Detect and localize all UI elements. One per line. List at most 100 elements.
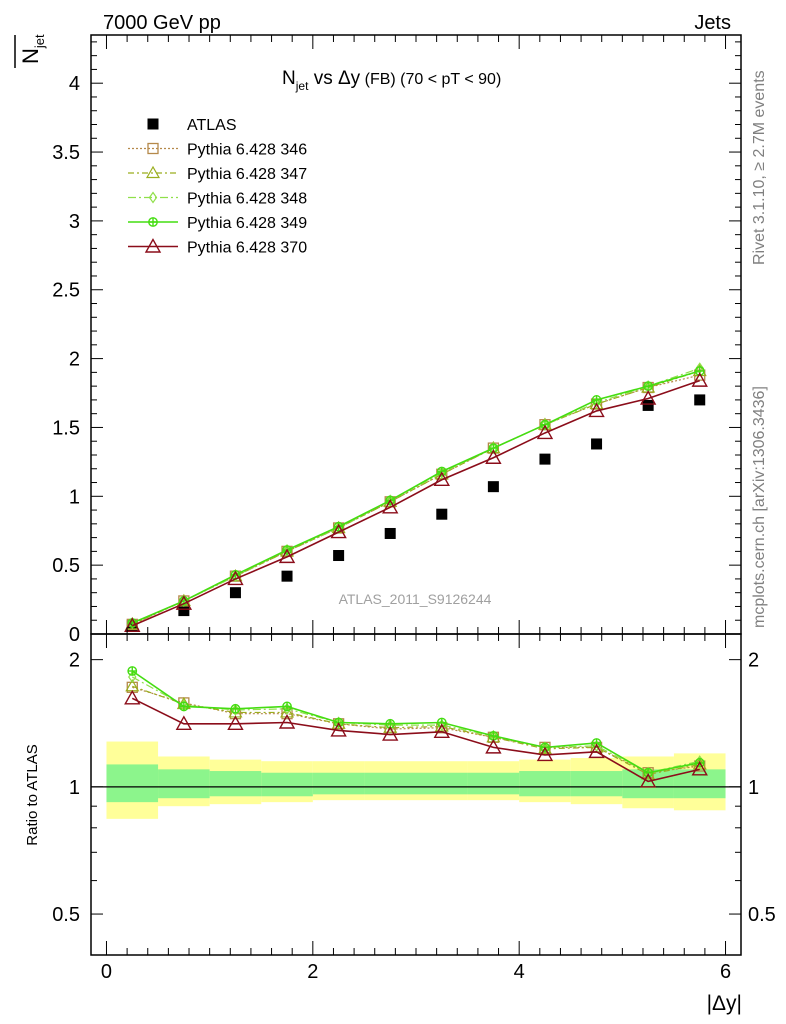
main-point-p370 — [485, 449, 502, 464]
ratio-point-p370 — [588, 743, 605, 759]
main-point-data — [384, 527, 396, 539]
ratio-band-inner — [106, 764, 159, 803]
ratio-point-p370 — [639, 772, 657, 788]
ratio-series-line-p348 — [131, 676, 700, 774]
main-ytick-label: 3.5 — [52, 142, 80, 164]
ratio-ytick-label: 1 — [69, 777, 80, 799]
svg-text:Njet: Njet — [18, 34, 47, 64]
main-series-line-p347 — [132, 370, 700, 625]
x-axis-label: |Δy| — [707, 992, 742, 1015]
legend-marker-p370 — [144, 238, 162, 253]
main-ytick-label: 3 — [69, 211, 80, 233]
main-series-line-p348 — [132, 367, 700, 624]
ratio-point-p370 — [485, 738, 502, 754]
main-ytick-label: 2.5 — [52, 280, 80, 302]
main-title-rest: vs Δy — [308, 68, 360, 89]
main-series-line-p349 — [131, 370, 700, 624]
main-ylabel-sub: jet — [32, 34, 47, 49]
x-tick-label: 2 — [307, 961, 318, 983]
legend-marker-p347 — [145, 165, 161, 179]
ratio-band-inner — [209, 771, 262, 797]
ratio-point-p370 — [382, 726, 399, 741]
main-title-cut: (70 < pT < 90) — [396, 71, 502, 88]
rivet-label: Rivet 3.1.10, ≥ 2.7M events — [751, 70, 768, 265]
ratio-point-p348 — [540, 741, 550, 754]
main-point-p370 — [536, 424, 554, 440]
main-ylabel-main: N — [18, 48, 43, 64]
ratio-band-inner — [467, 772, 520, 795]
main-ytick-label: 2 — [69, 349, 80, 371]
ratio-ylabel: Ratio to ATLAS — [24, 744, 41, 845]
ratio-series-line-p349 — [131, 670, 700, 774]
ratio-point-p370 — [124, 689, 141, 705]
x-tick-label: 6 — [720, 961, 731, 983]
main-ytick-label: 1.5 — [52, 417, 80, 439]
ratio-ytick-label: 2 — [69, 650, 80, 672]
main-point-p370 — [691, 372, 708, 387]
ratio-ytick-label: 0.5 — [52, 904, 80, 926]
ratio-point-p370 — [175, 715, 193, 730]
ratio-ytick-label-right: 2 — [748, 650, 759, 672]
main-point-data — [281, 570, 293, 582]
ratio-point-p347 — [279, 705, 295, 718]
main-ylabel: Njet — [18, 34, 47, 64]
legend-label-p349: Pythia 6.428 349 — [187, 215, 307, 232]
main-point-p370 — [433, 471, 450, 486]
main-series-line-p370 — [131, 379, 700, 627]
energy-label: 7000 GeV pp — [103, 12, 221, 34]
main-plot: 0 0.5 1 1.5 2 2.5 3 3.5 4 — [52, 34, 742, 646]
legend-marker-data — [147, 118, 159, 130]
ratio-band-inner — [261, 772, 313, 797]
main-point-data — [229, 587, 241, 599]
ratio-plot: 0 2 4 6 0.5 0.5 1 1 2 2 — [52, 633, 776, 983]
legend-label-p370: Pythia 6.428 370 — [187, 240, 307, 257]
process-label: Jets — [694, 12, 731, 34]
main-point-data — [178, 605, 190, 617]
legend-marker-p346 — [147, 142, 159, 155]
main-point-p370 — [278, 548, 296, 564]
main-title-main: N — [282, 68, 296, 89]
main-point-data — [591, 438, 603, 450]
main-ytick-label: 4 — [69, 73, 80, 95]
main-point-data — [487, 481, 499, 493]
ratio-series-line-p347 — [132, 685, 700, 776]
ratio-point-p370 — [278, 714, 296, 729]
x-tick-label: 4 — [514, 961, 525, 983]
ratio-point-p370 — [330, 721, 347, 737]
main-point-p370 — [588, 402, 605, 418]
main-point-p370 — [330, 523, 347, 539]
analysis-watermark: ATLAS_2011_S9126244 — [339, 591, 492, 607]
legend-label-data: ATLAS — [187, 117, 237, 134]
main-point-p370 — [227, 570, 244, 586]
main-ytick-label: 0 — [69, 624, 80, 646]
ratio-band-inner — [364, 772, 416, 795]
ratio-point-p370 — [227, 715, 244, 730]
main-point-data — [539, 453, 551, 465]
ratio-band-inner — [416, 772, 468, 795]
main-point-p370 — [124, 617, 141, 632]
ratio-band-inner — [158, 769, 210, 799]
legend: ATLAS Pythia 6.428 346 Pythia 6.428 347 Pyt… — [128, 117, 307, 257]
main-ytick-label: 1 — [69, 486, 80, 508]
legend-label-p347: Pythia 6.428 347 — [187, 166, 307, 183]
main-point-p370 — [175, 595, 193, 610]
ratio-band-inner — [519, 771, 571, 797]
main-point-p370 — [382, 498, 399, 514]
ratio-point-p370 — [433, 723, 450, 738]
main-point-data — [333, 550, 345, 562]
main-ytick-label: 0.5 — [52, 555, 80, 577]
ratio-band-inner — [312, 772, 365, 795]
ratio-ytick-label-right: 0.5 — [748, 904, 776, 926]
legend-label-p348: Pythia 6.428 348 — [187, 191, 307, 208]
main-title: Njet vs Δy (FB) (70 < pT < 90) — [282, 68, 501, 93]
ratio-point-p348 — [334, 716, 343, 729]
ratio-band-inner — [570, 771, 623, 797]
legend-marker-p348 — [148, 191, 158, 204]
main-title-fb: (FB) — [360, 71, 396, 88]
ratio-series-line-p370 — [131, 697, 700, 783]
main-point-p370 — [639, 390, 657, 405]
ratio-point-p370 — [691, 760, 708, 776]
mcplots-label: mcplots.cern.ch [arXiv:1306.3436] — [751, 386, 768, 628]
x-tick-label: 0 — [101, 961, 112, 983]
